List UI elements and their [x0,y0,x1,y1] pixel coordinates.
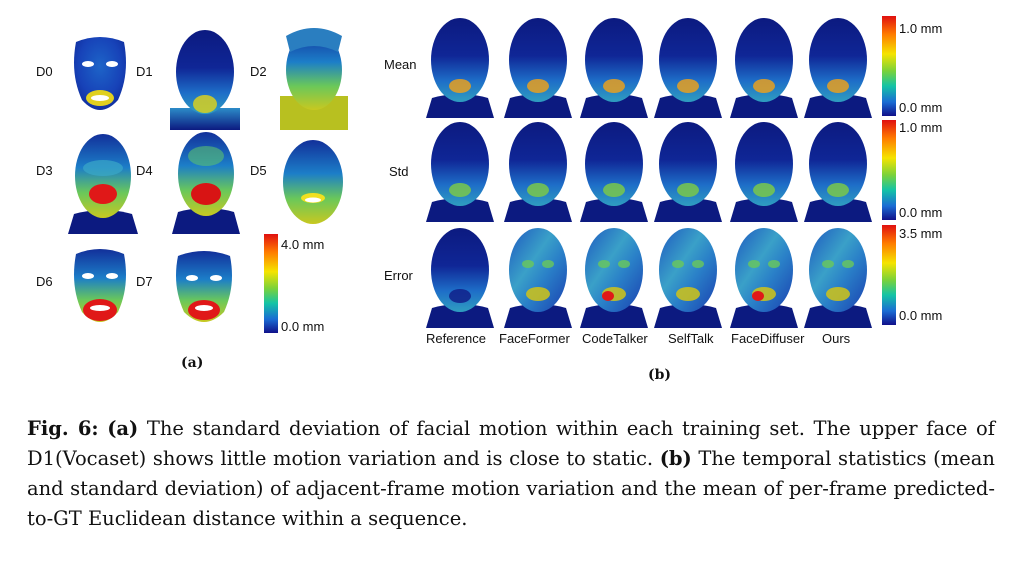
column-label-ours: Ours [822,331,851,346]
row-label-mean: Mean [384,57,417,72]
colorbar-mean-min: 0.0 mm [899,100,943,115]
caption-part-b-label: (b) [659,447,692,470]
heatmap-face-error-facediffuser [730,228,798,328]
colorbar-mean-max: 1.0 mm [899,21,943,36]
colorbar-a-min: 0.0 mm [281,319,325,334]
figure-caption: Fig. 6: (a) The standard deviation of fa… [27,414,995,534]
heatmap-face-error-selftalk [654,228,722,328]
heatmap-face-std-selftalk [654,122,722,222]
heatmap-face-error-ours [804,228,872,328]
colorbar-error [882,225,896,325]
heatmap-face-mean-selftalk [654,18,722,118]
heatmap-face-std-ours [804,122,872,222]
heatmap-face-d5 [283,140,343,224]
dataset-label-d4: D4 [136,163,153,178]
column-label-selftalk: SelfTalk [668,331,714,346]
heatmap-face-d7 [176,251,232,322]
dataset-label-d0: D0 [36,64,53,79]
heatmap-face-d1 [170,30,240,130]
subcaption-b: (b) [648,367,672,383]
caption-part-b-text: The temporal statistics (mean and standa… [27,447,995,530]
column-label-reference: Reference [426,331,486,346]
dataset-label-d6: D6 [36,274,53,289]
caption-part-a-label: (a) [107,417,139,440]
row-label-error: Error [384,268,413,283]
heatmap-face-mean-facediffuser [730,18,798,118]
row-label-std: Std [389,164,409,179]
dataset-label-d1: D1 [136,64,153,79]
heatmap-face-d2 [280,28,348,130]
heatmap-face-d6 [74,249,126,322]
caption-part-a-text: The standard deviation of facial motion … [27,417,995,470]
dataset-label-d3: D3 [36,163,53,178]
dataset-label-d2: D2 [250,64,267,79]
colorbar-a-max: 4.0 mm [281,237,325,252]
colorbar-mean [882,16,896,116]
colorbar-error-max: 3.5 mm [899,226,943,241]
subcaption-a: (a) [181,355,204,371]
column-label-codetalker: CodeTalker [582,331,648,346]
heatmap-face-d4 [172,132,240,234]
heatmap-face-mean-reference [426,18,494,118]
heatmap-face-std-faceformer [504,122,572,222]
heatmap-face-std-codetalker [580,122,648,222]
heatmap-face-mean-codetalker [580,18,648,118]
heatmap-face-mean-ours [804,18,872,118]
column-label-faceformer: FaceFormer [499,331,570,346]
colorbar-std-min: 0.0 mm [899,205,943,220]
column-label-facediffuser: FaceDiffuser [731,331,805,346]
heatmap-face-d0 [74,37,126,110]
colorbar-a [264,234,278,333]
heatmap-face-d3 [68,134,138,234]
colorbar-error-min: 0.0 mm [899,308,943,323]
heatmap-face-std-facediffuser [730,122,798,222]
colorbar-std-max: 1.0 mm [899,120,943,135]
heatmap-face-error-reference [426,228,494,328]
dataset-label-d5: D5 [250,163,267,178]
heatmap-face-std-reference [426,122,494,222]
heatmap-face-error-faceformer [504,228,572,328]
heatmap-face-error-codetalker [580,228,648,328]
figure-label: Fig. 6: [27,417,99,440]
colorbar-std [882,120,896,220]
dataset-label-d7: D7 [136,274,153,289]
heatmap-face-mean-faceformer [504,18,572,118]
